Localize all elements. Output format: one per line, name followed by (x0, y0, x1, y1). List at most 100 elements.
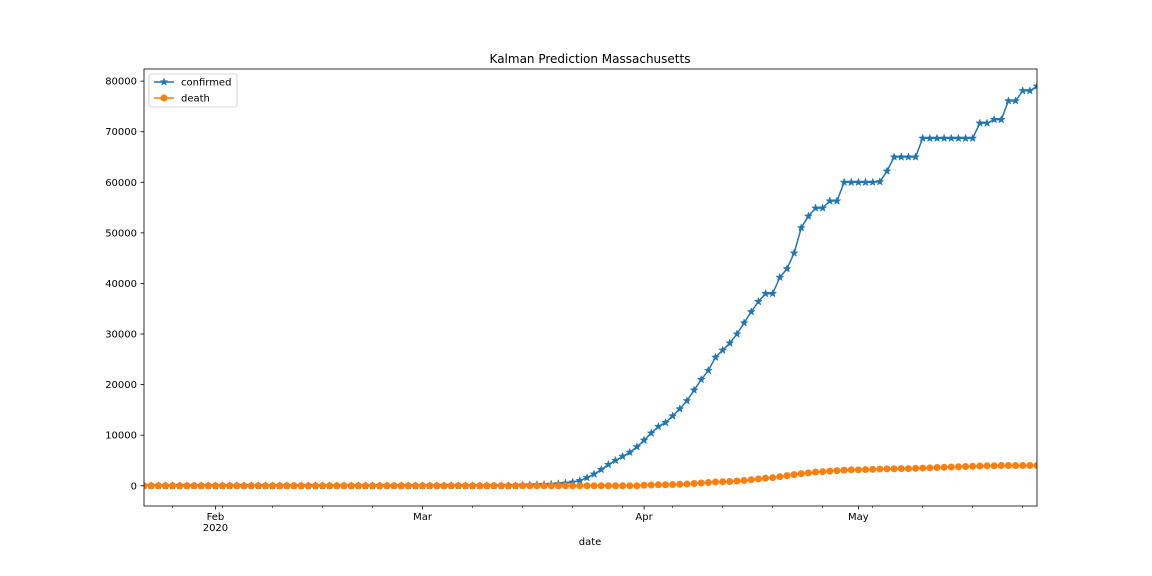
data-point-death (533, 482, 541, 490)
data-point-death (719, 478, 727, 486)
data-point-death (997, 462, 1005, 470)
data-point-death (190, 482, 198, 490)
legend: confirmed death (148, 73, 238, 108)
data-point-death (604, 482, 612, 490)
data-point-death (740, 476, 748, 484)
data-point-death (447, 482, 455, 490)
data-point-death (762, 474, 770, 482)
data-point-death (547, 482, 555, 490)
data-point-death (712, 478, 720, 486)
data-point-death (419, 482, 427, 490)
data-point-confirmed (889, 152, 899, 161)
data-point-confirmed (711, 352, 720, 362)
data-point-death (804, 469, 812, 477)
y-tick-label: 30000 (105, 330, 137, 341)
y-tick-label: 20000 (105, 380, 137, 391)
data-point-death (426, 482, 434, 490)
data-point-confirmed (825, 196, 835, 205)
data-point-death (790, 471, 798, 479)
data-point-confirmed (839, 177, 849, 187)
data-point-death (1026, 462, 1034, 470)
data-point-death (504, 482, 512, 490)
y-tick-label: 40000 (105, 279, 137, 290)
data-point-death (397, 482, 405, 490)
data-point-death (590, 482, 598, 490)
data-point-death (433, 482, 441, 490)
chart-title: Kalman Prediction Massachusetts (490, 52, 691, 66)
data-point-death (569, 482, 577, 490)
data-point-death (154, 482, 162, 490)
data-point-death (204, 482, 212, 490)
data-point-confirmed (596, 464, 606, 474)
legend-marker-death (160, 94, 168, 102)
data-point-confirmed (703, 365, 713, 375)
data-point-death (519, 482, 527, 490)
data-point-death (169, 482, 177, 490)
data-point-confirmed (589, 469, 599, 478)
data-point-death (511, 482, 519, 490)
data-point-death (612, 482, 620, 490)
data-point-confirmed (1025, 86, 1035, 95)
data-point-death (161, 482, 169, 490)
data-point-death (454, 482, 462, 490)
data-point-death (476, 482, 484, 490)
data-point-confirmed (639, 435, 649, 445)
y-axis: 0 10000 20000 30000 40000 50000 60000 70000 8000… (105, 77, 144, 492)
data-point-death (912, 464, 920, 472)
data-point-death (276, 482, 284, 490)
data-point-confirmed (853, 177, 863, 187)
data-point-confirmed (603, 459, 613, 469)
data-point-confirmed (582, 472, 592, 482)
data-point-death (619, 482, 627, 490)
legend-label-death: death (181, 94, 210, 105)
y-tick-label: 60000 (105, 178, 137, 189)
data-point-death (954, 463, 962, 471)
data-point-confirmed (782, 264, 792, 273)
data-point-death (990, 462, 998, 470)
data-point-death (819, 468, 827, 476)
data-point-confirmed (996, 114, 1006, 124)
data-point-death (483, 482, 491, 490)
data-point-death (640, 481, 648, 489)
data-point-death (597, 482, 605, 490)
data-point-confirmed (925, 133, 935, 143)
data-point-confirmed (739, 318, 749, 327)
data-point-confirmed (1032, 81, 1037, 91)
data-point-confirmed (696, 374, 706, 384)
data-point-death (754, 475, 762, 483)
data-point-death (326, 482, 334, 490)
data-point-death (976, 462, 984, 470)
data-point-confirmed (746, 307, 756, 316)
data-point-confirmed (1011, 96, 1021, 105)
data-point-death (826, 467, 834, 475)
data-point-death (869, 465, 877, 473)
data-point-death (983, 462, 991, 470)
data-point-death (490, 482, 498, 490)
data-point-death (840, 466, 848, 474)
data-point-death (554, 482, 562, 490)
data-point-death (812, 468, 820, 476)
data-point-confirmed (868, 177, 878, 187)
data-point-death (333, 482, 341, 490)
data-point-death (726, 477, 734, 485)
data-point-confirmed (675, 404, 685, 413)
axes-frame (143, 68, 1038, 507)
series-death (144, 462, 1037, 490)
data-point-death (144, 482, 148, 490)
data-point-confirmed (682, 396, 692, 405)
data-point-confirmed (946, 133, 956, 143)
data-point-death (176, 482, 184, 490)
y-tick-label: 70000 (105, 127, 137, 138)
data-point-death (233, 482, 241, 490)
data-point-death (904, 465, 912, 473)
data-point-death (283, 482, 291, 490)
data-point-death (854, 466, 862, 474)
data-point-death (290, 482, 298, 490)
data-point-confirmed (718, 345, 728, 355)
data-point-death (876, 465, 884, 473)
data-point-confirmed (818, 203, 828, 212)
data-point-confirmed (975, 118, 985, 127)
data-point-death (540, 482, 548, 490)
